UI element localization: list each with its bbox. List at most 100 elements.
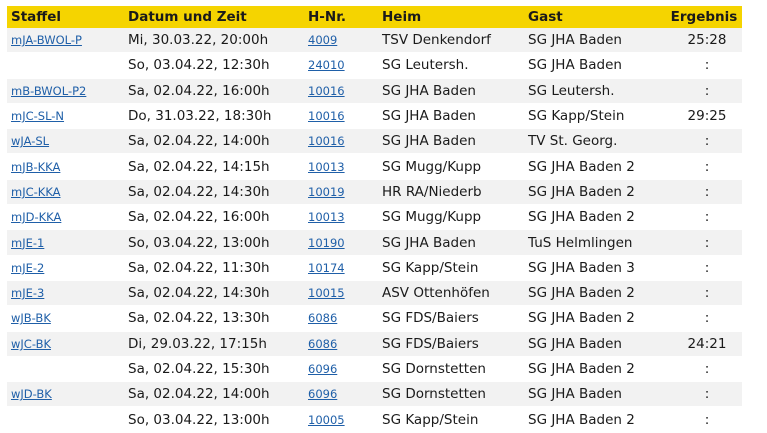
cell-gast: TuS Helmlingen [524, 229, 662, 256]
cell-staffel: mB-BWOL-P2 [7, 78, 124, 104]
header-staffel: Staffel [7, 6, 124, 28]
table-row: mJC-KKA Sa, 02.04.22, 14:30h 10019 HR RA/Ni… [7, 179, 742, 206]
cell-hnr: 10013 [304, 204, 378, 231]
table-row: mJC-SL-N Do, 31.03.22, 18:30h 10016 SG JHA … [7, 103, 742, 130]
cell-staffel: mJC-SL-N [7, 103, 124, 130]
cell-gast: SG JHA Baden [524, 52, 662, 79]
cell-ergebnis: : [662, 305, 742, 332]
cell-heim: SG Leutersh. [378, 52, 524, 79]
staffel-link[interactable]: mJE-1 [11, 235, 45, 250]
staffel-link[interactable]: mJE-3 [11, 286, 45, 301]
cell-datum: Sa, 02.04.22, 13:30h [124, 305, 304, 332]
cell-gast: SG JHA Baden 2 [524, 356, 662, 383]
staffel-link[interactable]: wJC-BK [11, 336, 51, 351]
cell-gast: SG JHA Baden 2 [524, 153, 662, 180]
cell-ergebnis: : [662, 406, 742, 433]
cell-gast: SG JHA Baden 2 [524, 179, 662, 206]
table-body: mJA-BWOL-P Mi, 30.03.22, 20:00h 4009 TSV De… [7, 28, 742, 433]
staffel-link[interactable]: mJA-BWOL-P [11, 33, 82, 48]
hall-number-link[interactable]: 4009 [308, 33, 338, 48]
staffel-link[interactable]: wJD-BK [11, 387, 52, 402]
staffel-link[interactable]: wJB-BK [11, 311, 51, 326]
cell-ergebnis: : [662, 204, 742, 231]
cell-heim: SG Dornstetten [378, 356, 524, 383]
cell-heim: TSV Denkendorf [378, 28, 524, 54]
cell-hnr: 10016 [304, 78, 378, 104]
table-row: mJE-3 Sa, 02.04.22, 14:30h 10015 ASV Ottenh… [7, 280, 742, 307]
cell-hnr: 6096 [304, 356, 378, 383]
hall-number-link[interactable]: 6096 [308, 387, 338, 402]
hall-number-link[interactable]: 10190 [308, 235, 345, 250]
cell-hnr: 4009 [304, 28, 378, 54]
staffel-link[interactable]: mB-BWOL-P2 [11, 83, 87, 98]
cell-datum: Sa, 02.04.22, 14:00h [124, 128, 304, 155]
hall-number-link[interactable]: 6086 [308, 336, 338, 351]
header-ergebnis: Ergebnis [662, 6, 742, 28]
hall-number-link[interactable]: 24010 [308, 58, 345, 73]
hall-number-link[interactable]: 10019 [308, 184, 345, 199]
table-row: mJD-KKA Sa, 02.04.22, 16:00h 10013 SG Mugg/… [7, 204, 742, 231]
cell-ergebnis: : [662, 78, 742, 104]
staffel-link[interactable]: mJC-KKA [11, 184, 61, 199]
cell-staffel [7, 356, 124, 383]
hall-number-link[interactable]: 10005 [308, 412, 345, 427]
cell-heim: SG FDS/Baiers [378, 305, 524, 332]
hall-number-link[interactable]: 10016 [308, 109, 345, 124]
cell-datum: Sa, 02.04.22, 16:00h [124, 78, 304, 104]
cell-hnr: 10174 [304, 255, 378, 281]
cell-heim: ASV Ottenhöfen [378, 280, 524, 307]
table-row: So, 03.04.22, 12:30h 24010 SG Leutersh. SG … [7, 52, 742, 79]
cell-heim: SG JHA Baden [378, 103, 524, 130]
cell-ergebnis: : [662, 255, 742, 281]
table-row: mJB-KKA Sa, 02.04.22, 14:15h 10013 SG Mugg/… [7, 153, 742, 180]
cell-ergebnis: : [662, 52, 742, 79]
header-gast: Gast [524, 6, 662, 28]
header-datum: Datum und Zeit [124, 6, 304, 28]
cell-gast: SG JHA Baden [524, 331, 662, 357]
cell-hnr: 10015 [304, 280, 378, 307]
cell-gast: SG JHA Baden 2 [524, 280, 662, 307]
cell-datum: Sa, 02.04.22, 15:30h [124, 356, 304, 383]
cell-ergebnis: : [662, 179, 742, 206]
cell-hnr: 10005 [304, 406, 378, 433]
hall-number-link[interactable]: 10016 [308, 134, 345, 149]
hall-number-link[interactable]: 10174 [308, 260, 345, 275]
cell-staffel: wJB-BK [7, 305, 124, 332]
cell-gast: SG JHA Baden 2 [524, 305, 662, 332]
hall-number-link[interactable]: 10016 [308, 83, 345, 98]
cell-ergebnis: 24:21 [662, 331, 742, 357]
cell-hnr: 10190 [304, 229, 378, 256]
staffel-link[interactable]: mJC-SL-N [11, 109, 65, 124]
cell-hnr: 24010 [304, 52, 378, 79]
cell-heim: SG Kapp/Stein [378, 406, 524, 433]
hall-number-link[interactable]: 6086 [308, 311, 338, 326]
cell-staffel: mJE-1 [7, 229, 124, 256]
cell-datum: So, 03.04.22, 12:30h [124, 52, 304, 79]
cell-staffel [7, 406, 124, 433]
cell-heim: SG Kapp/Stein [378, 255, 524, 281]
cell-ergebnis: : [662, 280, 742, 307]
hall-number-link[interactable]: 6096 [308, 362, 338, 376]
table-row: mJE-1 So, 03.04.22, 13:00h 10190 SG JHA Bad… [7, 229, 742, 256]
cell-datum: Di, 29.03.22, 17:15h [124, 331, 304, 357]
cell-datum: So, 03.04.22, 13:00h [124, 406, 304, 433]
cell-staffel: wJD-BK [7, 381, 124, 408]
cell-ergebnis: : [662, 153, 742, 180]
cell-datum: Sa, 02.04.22, 16:00h [124, 204, 304, 231]
table-row: Sa, 02.04.22, 15:30h 6096 SG Dornstetten SG… [7, 356, 742, 383]
hall-number-link[interactable]: 10013 [308, 159, 345, 174]
cell-heim: SG Mugg/Kupp [378, 204, 524, 231]
hall-number-link[interactable]: 10015 [308, 286, 345, 301]
cell-datum: Sa, 02.04.22, 11:30h [124, 255, 304, 281]
staffel-link[interactable]: mJB-KKA [11, 159, 61, 174]
hall-number-link[interactable]: 10013 [308, 210, 345, 225]
cell-gast: TV St. Georg. [524, 128, 662, 155]
cell-hnr: 10013 [304, 153, 378, 180]
cell-staffel [7, 52, 124, 79]
cell-datum: So, 03.04.22, 13:00h [124, 229, 304, 256]
table-row: mJA-BWOL-P Mi, 30.03.22, 20:00h 4009 TSV De… [7, 28, 742, 54]
staffel-link[interactable]: mJE-2 [11, 260, 45, 275]
staffel-link[interactable]: wJA-SL [11, 134, 50, 149]
staffel-link[interactable]: mJD-KKA [11, 210, 62, 225]
schedule-container: Staffel Datum und Zeit H-Nr. Heim Gast E… [7, 6, 742, 433]
